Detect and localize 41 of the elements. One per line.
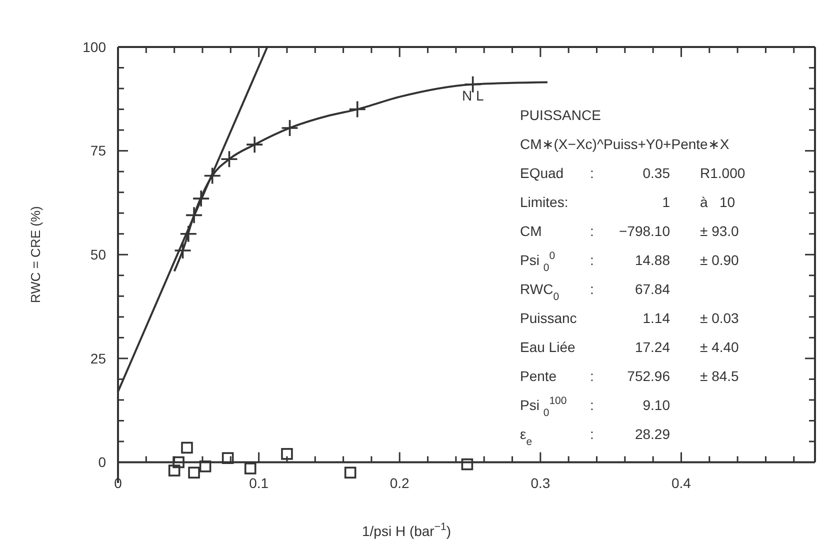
- point: [461, 458, 474, 470]
- point: [220, 150, 238, 168]
- point: [180, 224, 198, 243]
- point: [246, 136, 264, 154]
- text: EQuad : 0.35 R1.000: [520, 165, 746, 181]
- point: [348, 100, 366, 118]
- annotation: CM∗(X−Xc)^Puiss+Y0+Pente∗X: [520, 136, 730, 152]
- point: [222, 452, 234, 464]
- y-axis-title: RWC = CRE (%): [28, 206, 43, 304]
- point: [280, 119, 299, 137]
- point: [185, 206, 203, 224]
- y-tick-label: 75: [90, 142, 106, 159]
- point: [188, 466, 200, 479]
- point: [192, 190, 210, 208]
- x-axis-title: 1/psi H (bar$^{−1}$): [362, 521, 452, 539]
- annotation: PUISSANCE: [520, 107, 601, 123]
- x-tick-label: 0.4: [672, 475, 692, 492]
- point: [203, 166, 222, 185]
- point: [199, 460, 212, 472]
- text: RWC$_{0}$ : 67.84: [520, 281, 670, 303]
- x-tick-label: 0.3: [530, 475, 550, 492]
- text: Eau Liée 17.24 ± 4.40: [520, 339, 739, 355]
- x-tick-label: 0.2: [390, 475, 410, 492]
- point: [181, 442, 193, 454]
- point: [281, 448, 293, 460]
- x-tick-label: 0.1: [249, 475, 269, 492]
- annotation: N L: [462, 87, 484, 104]
- text: Pente : 752.96 ± 84.5: [520, 368, 739, 384]
- point: [174, 242, 192, 260]
- y-tick-label: 25: [90, 350, 106, 366]
- y-tick-label: 50: [90, 246, 106, 263]
- y-tick-label: 100: [82, 38, 106, 55]
- y-tick-label: 0: [98, 454, 106, 470]
- text: Limites: 1 à 10: [520, 194, 736, 210]
- point: [172, 456, 184, 468]
- point: [344, 466, 356, 479]
- text: CM : −798.10 ± 93.0: [520, 223, 739, 239]
- point: [244, 462, 256, 474]
- point: [168, 464, 180, 476]
- text: Puissanc 1.14 ± 0.03: [520, 310, 739, 326]
- text: ε$_{e}$ : 28.29: [520, 426, 670, 448]
